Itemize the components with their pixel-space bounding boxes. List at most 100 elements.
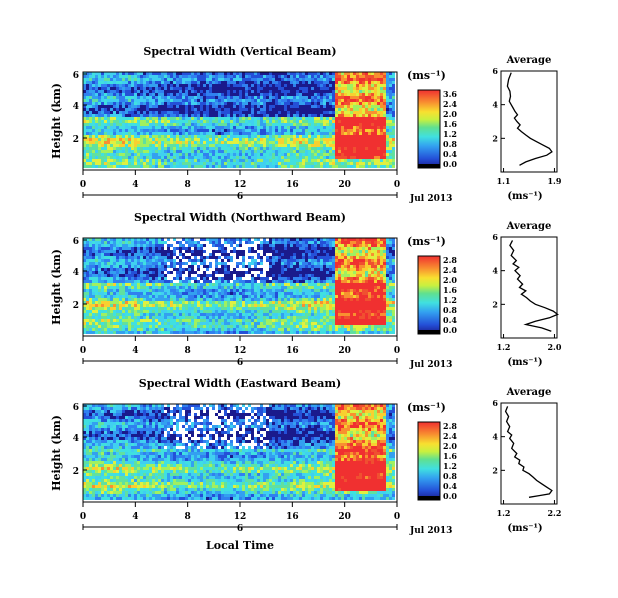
heatmap-cell (335, 123, 338, 126)
heatmap-cell (206, 141, 209, 144)
heatmap-cell (230, 114, 233, 117)
heatmap-cell (125, 162, 128, 165)
heatmap-cell (125, 129, 128, 132)
heatmap-cell (338, 132, 341, 135)
heatmap-cell (119, 280, 122, 283)
heatmap-cell (392, 165, 395, 168)
heatmap-cell (209, 117, 212, 120)
heatmap-gap (170, 268, 173, 271)
heatmap-cell (167, 153, 170, 156)
heatmap-cell (392, 150, 395, 153)
heatmap-cell (371, 90, 374, 93)
heatmap-cell (122, 159, 125, 162)
heatmap-cell (98, 72, 101, 75)
heatmap-gap (197, 256, 200, 259)
heatmap-cell (182, 238, 185, 241)
heatmap-cell (353, 250, 356, 253)
heatmap-cell (119, 159, 122, 162)
heatmap-cell (257, 99, 260, 102)
heatmap-cell (335, 90, 338, 93)
heatmap-gap (245, 256, 248, 259)
heatmap-cell (338, 259, 341, 262)
heatmap-cell (152, 138, 155, 141)
heatmap-cell (179, 96, 182, 99)
heatmap-cell (212, 120, 215, 123)
heatmap-cell (383, 162, 386, 165)
heatmap-cell (98, 81, 101, 84)
heatmap-cell (305, 144, 308, 147)
heatmap-cell (161, 165, 164, 168)
heatmap-cell (212, 238, 215, 241)
heatmap-cell (143, 87, 146, 90)
heatmap-cell (269, 135, 272, 138)
heatmap-gap (194, 274, 197, 277)
x-tick-label: 20 (338, 180, 351, 190)
heatmap-cell (194, 156, 197, 159)
heatmap-cell (305, 268, 308, 271)
heatmap-cell (254, 135, 257, 138)
heatmap-cell (155, 129, 158, 132)
heatmap-cell (155, 253, 158, 256)
heatmap-cell (374, 117, 377, 120)
heatmap-cell (83, 141, 86, 144)
heatmap-cell (362, 123, 365, 126)
heatmap-cell (290, 280, 293, 283)
heatmap-cell (236, 147, 239, 150)
heatmap-cell (275, 81, 278, 84)
heatmap-cell (221, 280, 224, 283)
heatmap-cell (323, 147, 326, 150)
heatmap-cell (293, 141, 296, 144)
heatmap-cell (194, 250, 197, 253)
heatmap-cell (98, 105, 101, 108)
heatmap-cell (248, 156, 251, 159)
heatmap-cell (293, 84, 296, 87)
heatmap-cell (200, 259, 203, 262)
heatmap-cell (275, 271, 278, 274)
heatmap-cell (143, 96, 146, 99)
heatmap-gap (245, 247, 248, 250)
heatmap-cell (212, 87, 215, 90)
heatmap-cell (299, 114, 302, 117)
heatmap-cell (320, 135, 323, 138)
heatmap-cell (251, 114, 254, 117)
heatmap-cell (158, 159, 161, 162)
heatmap-cell (365, 280, 368, 283)
heatmap-cell (176, 156, 179, 159)
heatmap-cell (131, 250, 134, 253)
heatmap-cell (236, 81, 239, 84)
heatmap-cell (311, 102, 314, 105)
heatmap-cell (191, 87, 194, 90)
heatmap-cell (266, 105, 269, 108)
heatmap-cell (83, 156, 86, 159)
heatmap-cell (281, 262, 284, 265)
heatmap-cell (83, 277, 86, 280)
heatmap-cell (152, 277, 155, 280)
heatmap-cell (302, 84, 305, 87)
heatmap-cell (209, 114, 212, 117)
heatmap-cell (335, 135, 338, 138)
heatmap-cell (359, 150, 362, 153)
heatmap-cell (302, 138, 305, 141)
heatmap-gap (179, 238, 182, 241)
heatmap-cell (188, 271, 191, 274)
heatmap-cell (92, 159, 95, 162)
heatmap-cell (338, 138, 341, 141)
heatmap-cell (167, 102, 170, 105)
heatmap-cell (242, 102, 245, 105)
heatmap-cell (359, 120, 362, 123)
heatmap-cell (98, 268, 101, 271)
heatmap-cell (215, 84, 218, 87)
heatmap-cell (347, 75, 350, 78)
heatmap-cell (98, 259, 101, 262)
heatmap-cell (191, 111, 194, 114)
heatmap-cell (305, 150, 308, 153)
heatmap-cell (326, 141, 329, 144)
heatmap-gap (185, 259, 188, 262)
heatmap-cell (365, 117, 368, 120)
heatmap-cell (263, 247, 266, 250)
heatmap-gap (248, 244, 251, 247)
heatmap-cell (239, 99, 242, 102)
heatmap-cell (302, 132, 305, 135)
heatmap-cell (188, 250, 191, 253)
heatmap-cell (272, 129, 275, 132)
